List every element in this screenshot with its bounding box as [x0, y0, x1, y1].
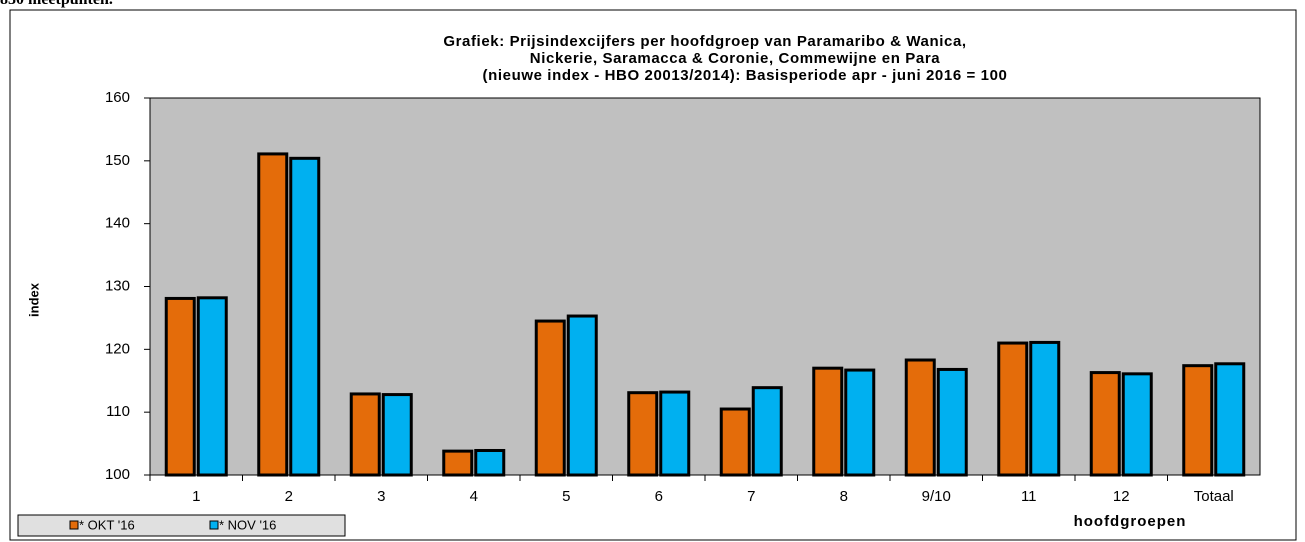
bar	[812, 366, 844, 477]
x-tick-label: 2	[285, 488, 293, 505]
y-tick-label: 130	[105, 277, 130, 294]
legend-label: * OKT '16	[79, 517, 135, 532]
bar	[442, 449, 474, 477]
legend-box	[17, 514, 346, 537]
x-tick-label: 12	[1113, 488, 1130, 505]
bar	[1182, 364, 1214, 477]
x-tick-label: 5	[562, 488, 570, 505]
chart-title: Nickerie, Saramacca & Coronie, Commewijn…	[530, 50, 940, 67]
chart-title: (nieuwe index - HBO 20013/2014): Basispe…	[483, 67, 1008, 84]
bar	[1121, 372, 1153, 477]
y-tick-label: 140	[105, 215, 130, 232]
x-tick-label: 6	[655, 488, 663, 505]
bar	[257, 152, 289, 477]
x-tick-label: 1	[192, 488, 200, 505]
bar	[997, 341, 1029, 477]
x-tick-label: 7	[747, 488, 755, 505]
bar	[1214, 362, 1246, 477]
bar	[534, 319, 566, 477]
y-tick-label: 150	[105, 152, 130, 169]
x-tick-label: 3	[377, 488, 385, 505]
bar	[289, 156, 321, 477]
bar	[844, 368, 876, 477]
x-tick-label: 8	[840, 488, 848, 505]
bar	[659, 390, 691, 477]
bar	[164, 296, 196, 477]
y-axis-title: index	[26, 282, 41, 317]
bar	[1029, 340, 1061, 477]
chart-title: Grafiek: Prijsindexcijfers per hoofdgroe…	[443, 33, 966, 50]
legend-label: * NOV '16	[219, 517, 276, 532]
bar	[566, 314, 598, 477]
bar	[349, 392, 381, 477]
note: 830 meetpunten.	[0, 0, 113, 9]
bar	[751, 386, 783, 477]
legend-swatch	[69, 520, 79, 530]
bar	[627, 391, 659, 477]
bar	[719, 407, 751, 477]
x-tick-label: 9/10	[922, 488, 951, 505]
x-axis-title: hoofdgroepen	[1074, 513, 1187, 530]
y-tick-label: 100	[105, 466, 130, 483]
bar	[904, 358, 936, 477]
bar	[196, 296, 228, 477]
y-tick-label: 160	[105, 89, 130, 106]
x-tick-label: Totaal	[1194, 488, 1234, 505]
x-tick-label: 11	[1021, 488, 1037, 505]
legend-swatch	[209, 520, 219, 530]
bar	[1089, 371, 1121, 477]
bar	[474, 448, 506, 477]
x-tick-label: 4	[470, 488, 478, 505]
plot-area	[149, 97, 1261, 476]
bar	[381, 393, 413, 477]
bar	[936, 367, 968, 477]
y-tick-label: 120	[105, 340, 130, 357]
y-tick-label: 110	[106, 403, 130, 420]
